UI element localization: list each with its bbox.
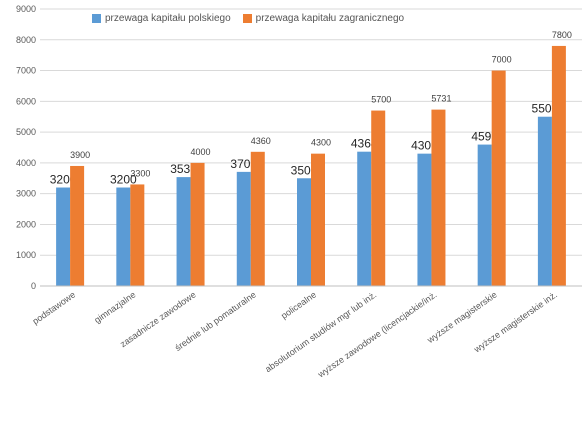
data-label-foreign: 3900 — [70, 150, 90, 160]
y-tick-label: 1000 — [16, 250, 36, 260]
bar-foreign-8 — [551, 45, 566, 286]
bar-polish-6 — [417, 153, 432, 286]
x-tick-label: absolutorium studiów mgr lub inż. — [263, 289, 378, 374]
x-tick-label: policealne — [279, 289, 318, 320]
data-label-foreign: 5731 — [431, 94, 451, 104]
y-tick-label: 5000 — [16, 127, 36, 137]
y-tick-label: 9000 — [16, 4, 36, 14]
legend-swatch-polish — [92, 14, 101, 23]
x-tick-label: gimnazjalne — [92, 289, 137, 325]
bar-polish-4 — [297, 178, 311, 286]
chart-legend: przewaga kapitału polskiego przewaga kap… — [92, 13, 404, 24]
bar-foreign-0 — [70, 165, 85, 286]
legend-item-polish: przewaga kapitału polskiego — [92, 13, 231, 24]
x-tick-label: podstawowe — [31, 289, 78, 326]
bar-polish-2 — [176, 177, 191, 286]
bar-foreign-3 — [250, 151, 265, 286]
bar-polish-1 — [116, 187, 131, 286]
bar-polish-8 — [537, 116, 552, 286]
data-label-polish: 4364 — [351, 137, 378, 151]
bar-polish-5 — [357, 151, 372, 286]
data-label-foreign: 7800 — [552, 30, 572, 40]
legend-label-polish: przewaga kapitału polskiego — [105, 13, 231, 24]
y-tick-label: 2000 — [16, 219, 36, 229]
data-label-foreign: 4360 — [251, 136, 271, 146]
data-label-polish: 3708 — [230, 157, 257, 171]
data-label-polish: 4595 — [471, 130, 498, 144]
bar-foreign-2 — [190, 162, 205, 286]
bar-foreign-4 — [311, 153, 325, 286]
x-tick-label: wyższe zawodowe (licencjackie/inż. — [315, 289, 438, 380]
data-label-foreign: 5700 — [371, 95, 391, 105]
y-tick-label: 0 — [31, 281, 36, 291]
bar-polish-7 — [477, 144, 492, 286]
y-tick-label: 8000 — [16, 35, 36, 45]
data-label-foreign: 3300 — [130, 168, 150, 178]
bar-foreign-6 — [431, 109, 446, 287]
y-tick-label: 3000 — [16, 189, 36, 199]
y-tick-label: 6000 — [16, 96, 36, 106]
bar-foreign-5 — [371, 110, 386, 286]
data-label-foreign: 4300 — [311, 138, 331, 148]
data-label-polish: 4300 — [411, 139, 438, 153]
data-label-polish: 3200 — [50, 173, 77, 187]
data-label-polish: 3200 — [110, 173, 137, 187]
data-label-polish: 5500 — [532, 102, 559, 116]
y-tick-label: 4000 — [16, 158, 36, 168]
data-label-foreign: 4000 — [191, 147, 211, 157]
legend-label-foreign: przewaga kapitału zagranicznego — [255, 13, 405, 24]
bar-foreign-1 — [130, 184, 145, 286]
bar-foreign-7 — [491, 70, 506, 286]
y-tick-label: 7000 — [16, 66, 36, 76]
data-label-polish: 3500 — [291, 163, 318, 177]
data-label-foreign: 7000 — [492, 55, 512, 65]
legend-item-foreign: przewaga kapitału zagranicznego — [242, 13, 405, 24]
bar-polish-3 — [236, 171, 251, 286]
bar-polish-0 — [56, 187, 71, 286]
legend-swatch-foreign — [242, 14, 252, 23]
data-label-polish: 3538 — [170, 162, 197, 176]
